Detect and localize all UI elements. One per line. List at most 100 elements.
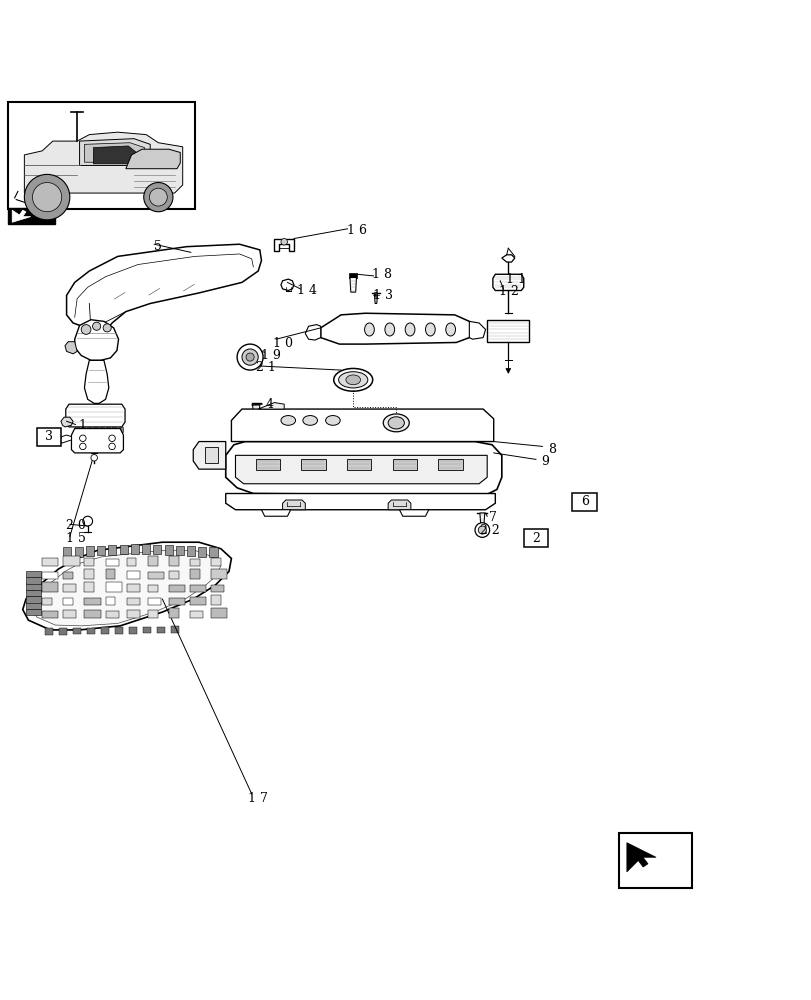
Text: 1 0: 1 0 <box>272 337 292 350</box>
Circle shape <box>109 435 115 442</box>
Circle shape <box>81 325 91 334</box>
Polygon shape <box>108 545 116 555</box>
Bar <box>101 627 109 634</box>
Polygon shape <box>469 321 485 339</box>
Text: 1 6: 1 6 <box>347 224 367 237</box>
Bar <box>169 585 185 592</box>
Bar <box>148 610 157 618</box>
Bar <box>42 611 58 618</box>
Bar <box>127 598 139 605</box>
Text: 1: 1 <box>79 419 87 432</box>
Bar <box>72 628 80 634</box>
Bar <box>26 602 41 609</box>
Bar <box>211 608 227 618</box>
Polygon shape <box>79 139 150 165</box>
Bar <box>8 102 195 209</box>
Polygon shape <box>126 149 180 169</box>
Polygon shape <box>231 409 493 442</box>
Text: 1 9: 1 9 <box>261 349 281 362</box>
Polygon shape <box>86 546 94 556</box>
Text: 2 2: 2 2 <box>479 524 499 537</box>
Polygon shape <box>61 417 73 427</box>
Polygon shape <box>63 547 71 557</box>
Circle shape <box>242 349 258 365</box>
Bar <box>127 610 139 618</box>
Polygon shape <box>399 510 428 516</box>
Text: 2: 2 <box>531 532 539 545</box>
Bar <box>204 447 217 463</box>
Bar <box>63 556 79 566</box>
Polygon shape <box>209 547 217 557</box>
Bar <box>301 459 325 470</box>
Bar <box>36 428 61 446</box>
Bar <box>190 585 206 592</box>
Bar <box>170 626 178 633</box>
Polygon shape <box>479 513 484 524</box>
Bar <box>58 628 67 635</box>
Circle shape <box>32 183 62 212</box>
Polygon shape <box>75 547 83 557</box>
Bar <box>105 597 115 605</box>
Bar <box>45 628 53 635</box>
Bar <box>105 582 122 592</box>
Bar <box>42 598 52 605</box>
Circle shape <box>144 183 173 212</box>
Polygon shape <box>193 442 225 469</box>
Circle shape <box>91 455 97 461</box>
Text: 1 8: 1 8 <box>371 268 391 281</box>
Bar <box>523 529 547 547</box>
Ellipse shape <box>405 323 414 336</box>
Bar <box>190 569 200 579</box>
Ellipse shape <box>384 323 394 336</box>
Bar <box>169 598 185 605</box>
Polygon shape <box>67 244 261 334</box>
Circle shape <box>92 322 101 330</box>
Polygon shape <box>65 342 77 354</box>
Bar <box>211 569 227 579</box>
Bar <box>169 556 178 566</box>
Circle shape <box>246 353 254 361</box>
Circle shape <box>237 344 263 370</box>
Bar <box>105 559 118 566</box>
Polygon shape <box>235 455 487 484</box>
Bar <box>118 427 122 432</box>
Ellipse shape <box>364 323 374 336</box>
Polygon shape <box>142 544 150 554</box>
Bar <box>572 493 596 511</box>
Polygon shape <box>187 546 195 556</box>
Bar <box>143 627 151 633</box>
Polygon shape <box>281 279 294 291</box>
Bar <box>127 571 139 579</box>
Polygon shape <box>66 404 125 427</box>
Bar <box>255 459 280 470</box>
Polygon shape <box>84 143 144 162</box>
Circle shape <box>474 523 489 537</box>
Circle shape <box>109 443 115 450</box>
Polygon shape <box>320 313 472 344</box>
Ellipse shape <box>281 416 295 425</box>
Bar <box>148 572 164 579</box>
Polygon shape <box>24 132 182 193</box>
Text: 6: 6 <box>580 495 588 508</box>
Bar <box>26 596 41 603</box>
Text: 2 0: 2 0 <box>67 519 86 532</box>
Polygon shape <box>274 239 294 251</box>
Bar <box>349 273 357 278</box>
Bar <box>211 558 221 566</box>
Text: 1 5: 1 5 <box>67 532 86 545</box>
Bar <box>112 427 116 432</box>
Bar <box>190 611 203 618</box>
Ellipse shape <box>325 416 340 425</box>
Bar <box>128 627 136 634</box>
Bar <box>157 627 165 633</box>
Bar <box>393 459 417 470</box>
Polygon shape <box>350 278 356 292</box>
Bar <box>87 628 95 634</box>
Bar <box>105 569 115 579</box>
Text: 1 7: 1 7 <box>248 792 268 805</box>
Polygon shape <box>225 442 501 495</box>
Bar <box>63 610 76 618</box>
Bar <box>346 459 371 470</box>
Bar <box>438 459 462 470</box>
Polygon shape <box>119 545 127 554</box>
